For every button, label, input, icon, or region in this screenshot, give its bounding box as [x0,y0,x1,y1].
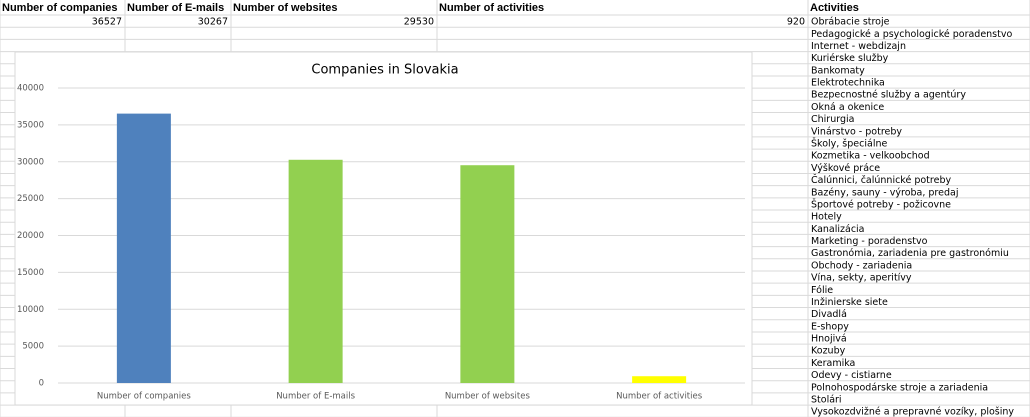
activity: Hotely [811,212,842,223]
activity: E-shopy [811,321,849,332]
x-tick-label: Number of websites [445,392,531,402]
column-header: Number of websites [233,2,338,14]
y-tick-label: 15000 [17,268,44,278]
activity: Kuriérske služby [811,53,889,64]
activity: Výškové práce [811,163,880,174]
activity: Bezpecnostné služby a agentúry [811,90,966,101]
activity: Inžinierske siete [811,297,888,308]
cell-value: 30267 [198,17,228,28]
activity: Keramika [811,358,855,369]
activity: Internet - webdizajn [811,41,906,52]
cell-value: 29530 [404,17,434,28]
y-tick-label: 25000 [17,194,44,204]
activity: Okná a okenice [811,102,884,113]
y-tick-label: 0 [39,379,44,389]
activity: Marketing - poradenstvo [811,236,928,247]
activity: Obrábacie stroje [811,17,890,28]
activity: Čalúnnici, čalúnnické potreby [811,174,951,186]
chart-title: Companies in Slovakia [311,63,458,78]
activity: Športové potreby - požicovne [811,198,951,210]
activity: Divadlá [811,309,847,320]
y-tick-label: 5000 [22,342,44,352]
activity: Hnojivá [811,334,847,345]
column-header: Number of activities [439,2,544,14]
column-header: Number of E-mails [127,2,224,14]
bar [460,165,515,383]
y-tick-label: 20000 [17,231,44,241]
column-header: Number of companies [2,2,118,14]
activity: Vína, sekty, aperitívy [811,273,912,284]
activity: Školy, špeciálne [811,137,887,149]
x-tick-label: Number of companies [97,392,191,402]
activity: Gastronómia, zariadenia pre gastronómiu [811,248,1009,259]
activity: Kozuby [811,346,846,357]
activity: Elektrotechnika [811,78,885,89]
activity: Vysokozdvižné a prepravné vozíky, plošin… [811,407,1014,417]
x-tick-label: Number of activities [616,392,703,402]
activity: Polnohospodárske stroje a zariadenia [811,382,988,393]
activity: Bankomaty [811,65,865,76]
bar [632,376,687,383]
y-tick-label: 35000 [17,120,44,130]
cell-value: 36527 [92,17,122,28]
activity: Bazény, sauny - výroba, predaj [811,187,958,198]
y-tick-label: 10000 [17,305,44,315]
activity: Stolári [811,394,842,405]
x-tick-label: Number of E-mails [276,392,355,402]
bar [116,113,171,383]
y-tick-label: 40000 [17,84,44,94]
column-header: Activities [810,2,859,14]
y-tick-label: 30000 [17,157,44,167]
activity: Pedagogické a psychologické poradenstvo [811,29,1012,40]
activity: Obchody - zariadenia [811,260,912,271]
activity: Chirurgia [811,114,854,125]
activity: Kozmetika - velkoobchod [811,151,930,162]
cell-value: 920 [787,17,805,28]
bar [288,159,343,383]
activity: Odevy - cistiarne [811,370,892,381]
activity: Kanalizácia [811,224,865,235]
activity: Vinárstvo - potreby [811,126,902,137]
activity: Fólie [811,285,833,296]
